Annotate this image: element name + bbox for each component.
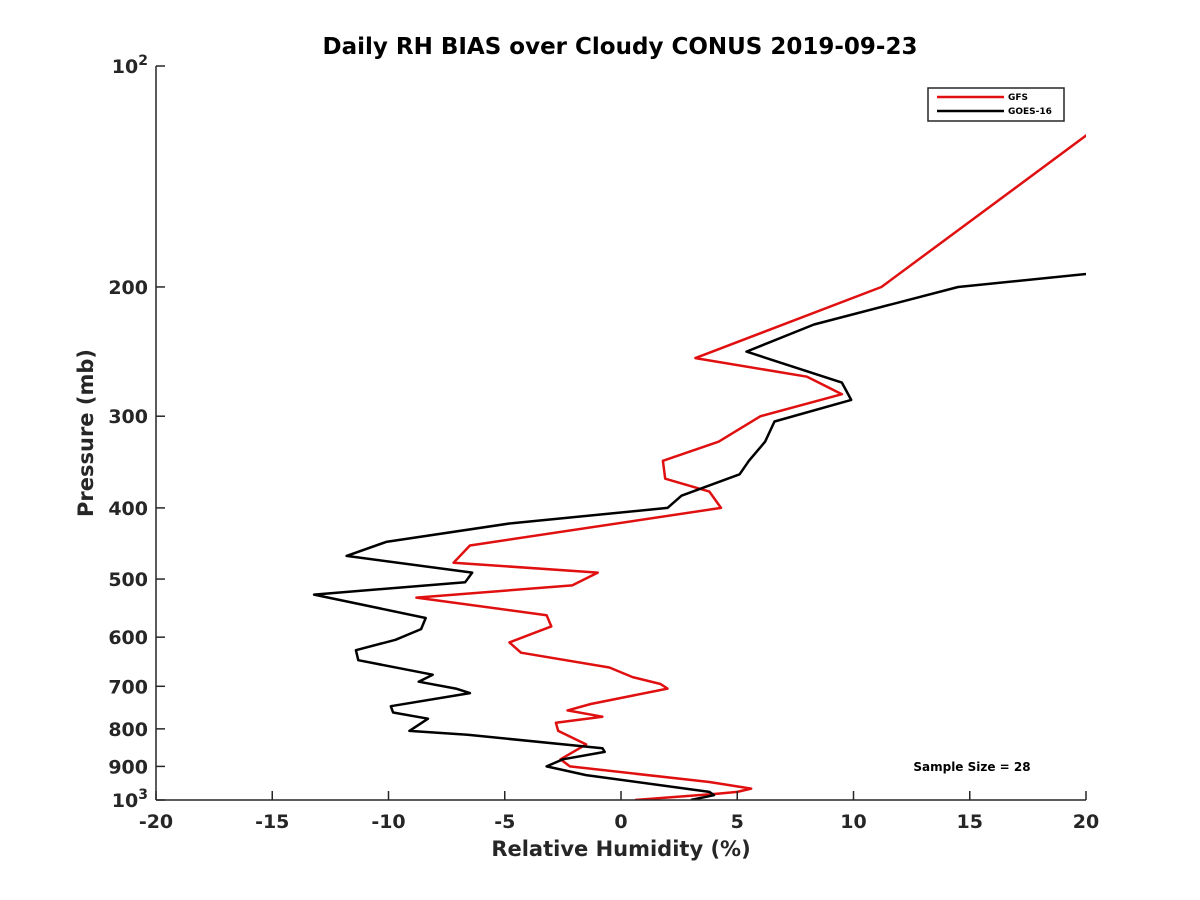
y-tick-label: 400 [108,498,148,520]
legend-box [927,87,1065,122]
y-tick-label: 600 [108,627,148,649]
y-tick-label: 700 [108,676,148,698]
y-axis-label: Pressure (mb) [74,349,98,517]
y-tick-label: 800 [108,719,148,741]
x-tick-label: -15 [255,811,289,833]
legend: GFS GOES-16 [927,87,1065,122]
x-tick-label: 5 [731,811,744,833]
x-axis-label: Relative Humidity (%) [491,837,750,861]
x-tick-label: 10 [840,811,866,833]
legend-label-goes-16: GOES-16 [1008,107,1052,117]
series-line-goes-16 [312,272,1086,800]
series-layer [312,134,1086,800]
legend-label-gfs: GFS [1008,93,1028,103]
x-tick-label: 20 [1073,811,1099,833]
x-tick-label: -10 [371,811,405,833]
y-tick-label: 300 [108,406,148,428]
x-tick-label: 0 [614,811,627,833]
sample-size-annotation: Sample Size = 28 [913,760,1030,774]
y-tick-label: 900 [108,756,148,778]
x-tick-label: -20 [139,811,173,833]
axes: -20 -15 -10 -5 0 5 10 15 20102200300400500600700… [108,53,1099,833]
chart-title: Daily RH BIAS over Cloudy CONUS 2019-09-… [322,34,917,60]
y-tick-label: 500 [108,569,148,591]
x-tick-label: 15 [957,811,983,833]
x-tick-label: -5 [494,811,515,833]
y-tick-label: 200 [108,277,148,299]
